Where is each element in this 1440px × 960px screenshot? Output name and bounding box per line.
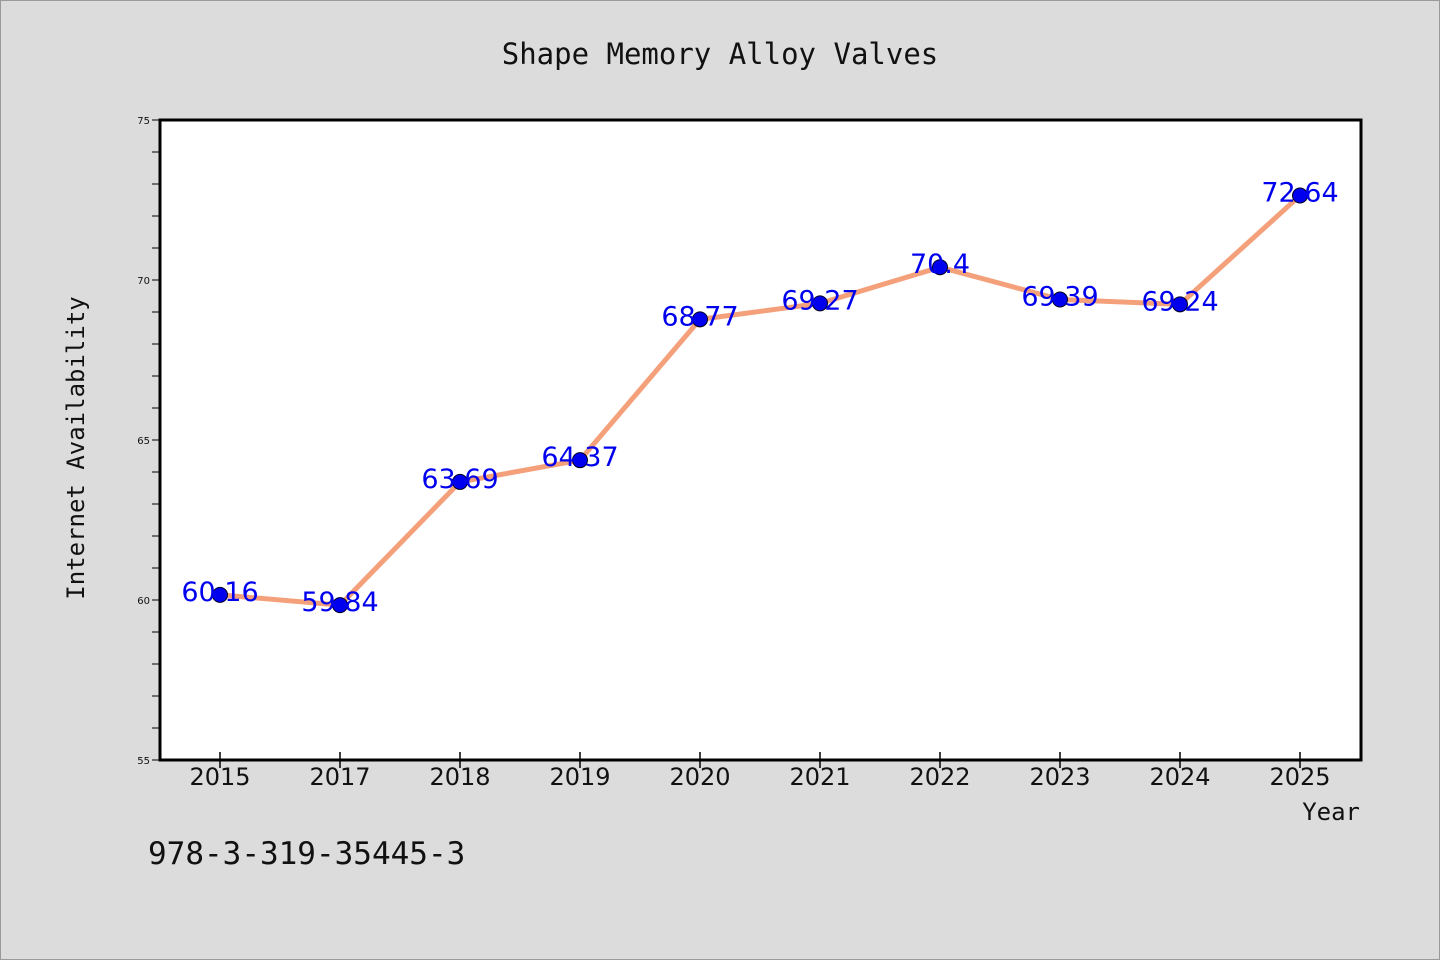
series-line: [217, 193, 1303, 608]
y-tick-label: 55: [137, 756, 150, 767]
x-tick-label: 2017: [309, 763, 370, 791]
x-tick-label: 2025: [1269, 763, 1330, 791]
data-label: 69.27: [781, 285, 858, 316]
y-tick-label: 70: [137, 276, 150, 287]
x-tick-label: 2024: [1149, 763, 1210, 791]
data-label: 63.69: [421, 464, 498, 495]
data-point: [932, 259, 948, 276]
y-axis: 55 60 65 70 75: [137, 116, 160, 767]
x-axis: 2015 2017 2018 2019 2020 2021 2022 2023 2024 2025: [189, 752, 1331, 791]
x-tick-label: 2018: [429, 763, 490, 791]
x-tick-label: 2023: [1029, 763, 1090, 791]
data-label: 68.77: [661, 301, 738, 332]
x-tick-label: 2022: [909, 763, 970, 791]
y-tick-label: 65: [137, 436, 150, 447]
x-tick-label: 2020: [669, 763, 730, 791]
y-tick-label: 60: [137, 596, 150, 607]
x-tick-label: 2021: [789, 763, 850, 791]
data-point: [212, 586, 228, 603]
x-axis-label: Year: [1302, 798, 1360, 826]
chart-title: Shape Memory Alloy Valves: [502, 37, 939, 71]
x-tick-label: 2015: [189, 763, 250, 791]
data-point: [572, 452, 588, 469]
y-axis-label: Internet Availability: [62, 296, 90, 599]
data-label: 69.24: [1141, 286, 1218, 317]
series-group: 60.16 59.84 63.69 64.37 68.77 69.27 70.4 69.39 6…: [181, 178, 1338, 619]
data-point: [332, 597, 348, 614]
data-point: [812, 295, 828, 312]
y-tick-label: 75: [137, 116, 150, 127]
data-point: [452, 473, 468, 490]
data-point: [692, 311, 708, 328]
data-label: 60.16: [181, 577, 258, 608]
x-tick-label: 2019: [549, 763, 610, 791]
data-label: 59.84: [301, 587, 378, 618]
plot-area: [158, 118, 1363, 762]
data-point: [1052, 291, 1068, 308]
data-point: [1172, 296, 1188, 313]
footer-code: 978-3-319-35445-3: [148, 836, 465, 872]
data-label: 70.4: [910, 249, 970, 280]
data-label: 69.39: [1021, 282, 1098, 313]
data-label: 64.37: [541, 442, 618, 473]
data-point: [1292, 187, 1308, 204]
data-label: 72.64: [1261, 178, 1338, 209]
